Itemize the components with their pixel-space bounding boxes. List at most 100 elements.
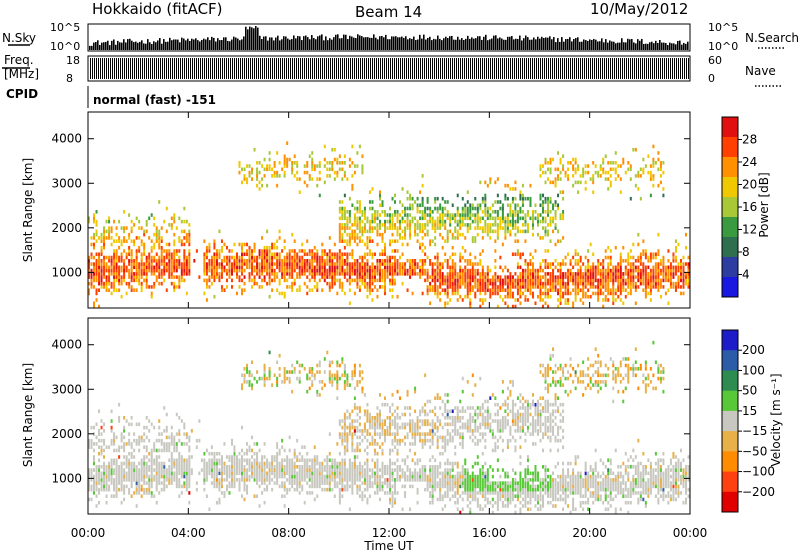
velocity-cell bbox=[118, 465, 121, 469]
power-cell bbox=[592, 180, 595, 185]
velocity-cell bbox=[210, 465, 213, 469]
velocity-cell bbox=[110, 438, 113, 443]
power-cell bbox=[261, 236, 264, 240]
velocity-cell bbox=[143, 458, 146, 463]
power-cell bbox=[529, 272, 532, 276]
velocity-cell bbox=[293, 461, 296, 466]
power-cell bbox=[434, 200, 437, 204]
power-cell bbox=[514, 196, 517, 201]
power-cell bbox=[514, 281, 517, 286]
power-cell bbox=[511, 200, 514, 204]
power-cell bbox=[409, 259, 412, 263]
power-cell bbox=[504, 275, 507, 279]
power-cell bbox=[296, 275, 299, 279]
power-cell bbox=[431, 216, 434, 221]
power-cell bbox=[90, 255, 93, 260]
power-cell bbox=[180, 268, 183, 273]
velocity-cell bbox=[173, 435, 176, 440]
power-cell bbox=[343, 213, 346, 217]
power-cell bbox=[155, 252, 158, 257]
power-cell bbox=[471, 285, 474, 289]
power-cell bbox=[652, 252, 655, 257]
power-cell bbox=[602, 285, 605, 289]
power-cell bbox=[100, 252, 103, 257]
velocity-cell bbox=[243, 487, 246, 492]
power-cell bbox=[266, 265, 269, 270]
power-cell bbox=[311, 157, 314, 162]
power-cell bbox=[399, 219, 402, 224]
power-cell bbox=[544, 301, 547, 306]
freq-bar bbox=[586, 58, 587, 79]
freq-bar bbox=[414, 58, 415, 79]
power-cell bbox=[303, 252, 306, 257]
power-cell bbox=[434, 255, 437, 260]
power-cell bbox=[441, 213, 444, 217]
power-cell bbox=[529, 259, 532, 263]
power-cell bbox=[549, 157, 552, 162]
nsky-bar bbox=[597, 41, 599, 50]
velocity-cell bbox=[263, 468, 266, 472]
power-cell bbox=[464, 268, 467, 273]
velocity-cell bbox=[213, 471, 216, 476]
velocity-cell bbox=[130, 445, 133, 449]
power-cell bbox=[559, 278, 562, 283]
power-cell bbox=[667, 278, 670, 283]
power-cell bbox=[353, 262, 356, 266]
power-cell bbox=[421, 223, 424, 227]
power-cell bbox=[213, 265, 216, 270]
power-cell bbox=[557, 193, 560, 198]
power-cell bbox=[235, 265, 238, 270]
power-cell bbox=[637, 255, 640, 260]
power-cell bbox=[140, 242, 143, 247]
power-cell bbox=[491, 210, 494, 214]
power-cell bbox=[414, 265, 417, 270]
freq-bar bbox=[386, 58, 387, 79]
power-cell bbox=[474, 226, 477, 230]
freq-bar bbox=[604, 58, 605, 79]
velocity-cell bbox=[140, 458, 143, 463]
nsky-bar bbox=[97, 40, 99, 50]
velocity-cell bbox=[120, 432, 123, 436]
velocity-cell bbox=[188, 471, 191, 476]
power-cell bbox=[687, 275, 690, 279]
power-cell bbox=[466, 262, 469, 266]
power-cell bbox=[98, 236, 101, 240]
velocity-cell bbox=[133, 468, 136, 472]
power-cell bbox=[391, 226, 394, 230]
freq-bar bbox=[462, 58, 463, 79]
velocity-cell bbox=[143, 465, 146, 469]
power-cell bbox=[476, 278, 479, 283]
power-cell bbox=[401, 236, 404, 240]
power-cell bbox=[459, 223, 462, 227]
power-cell bbox=[592, 174, 595, 178]
power-cell bbox=[261, 259, 264, 263]
velocity-cell bbox=[293, 455, 296, 459]
velocity-cell bbox=[228, 474, 231, 479]
power-cell bbox=[306, 275, 309, 279]
power-cell bbox=[115, 262, 118, 266]
power-cell bbox=[150, 249, 153, 253]
power-cell bbox=[158, 281, 161, 286]
velocity-cell bbox=[251, 468, 254, 472]
power-cell bbox=[338, 167, 341, 172]
power-cell bbox=[404, 210, 407, 214]
power-cell bbox=[632, 281, 635, 286]
power-cell bbox=[98, 259, 101, 263]
power-cell bbox=[476, 281, 479, 286]
power-cell bbox=[261, 252, 264, 257]
power-cell bbox=[426, 272, 429, 276]
nsky-bar bbox=[283, 36, 285, 50]
freq-bar bbox=[430, 58, 431, 79]
power-cell bbox=[115, 272, 118, 276]
velocity-cell bbox=[185, 484, 188, 489]
power-cell bbox=[381, 203, 384, 208]
power-cell bbox=[617, 275, 620, 279]
power-cell bbox=[544, 216, 547, 221]
power-cell bbox=[346, 278, 349, 283]
freq-bar bbox=[478, 58, 479, 79]
power-cell bbox=[677, 278, 680, 283]
power-cell bbox=[366, 236, 369, 240]
power-cell bbox=[251, 272, 254, 276]
power-cell bbox=[363, 268, 366, 273]
power-cell bbox=[100, 272, 103, 276]
